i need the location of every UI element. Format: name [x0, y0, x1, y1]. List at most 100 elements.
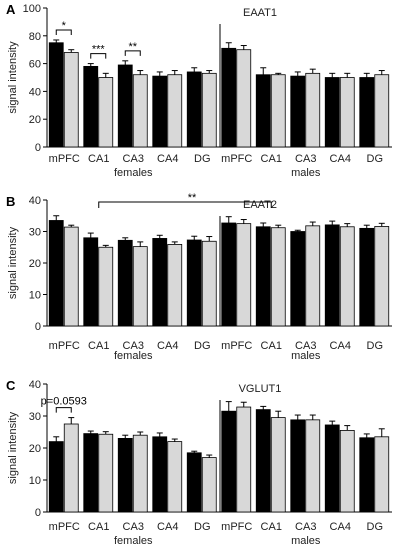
bar: [117, 437, 133, 513]
bar: [255, 409, 271, 513]
x-tick-label: CA3: [295, 340, 316, 352]
bar: [359, 227, 375, 327]
bar: [339, 77, 355, 148]
x-tick-label: mPFC: [221, 340, 252, 352]
x-tick-label: mPFC: [49, 153, 80, 165]
x-tick-label: CA3: [295, 153, 316, 165]
bar: [117, 64, 133, 148]
bar: [305, 225, 321, 327]
group-label: females: [114, 535, 153, 547]
bar: [339, 429, 355, 513]
x-tick-label: CA4: [157, 153, 178, 165]
bar: [255, 226, 271, 327]
chart-title: VGLUT1: [239, 383, 282, 395]
bar: [359, 77, 375, 148]
x-tick-label: mPFC: [221, 153, 252, 165]
bar: [167, 74, 183, 148]
bar: [236, 49, 252, 148]
bar: [270, 74, 286, 148]
bar: [221, 47, 237, 148]
x-tick-label: CA3: [123, 521, 144, 533]
group-label: males: [291, 167, 321, 179]
bar: [98, 246, 114, 327]
group-label: females: [114, 350, 153, 362]
bar: [374, 74, 390, 148]
x-tick-label: mPFC: [49, 521, 80, 533]
bar: [236, 406, 252, 513]
bar: [48, 441, 64, 513]
x-tick-label: DG: [367, 153, 384, 165]
y-tick-label: 80: [29, 31, 41, 43]
bar: [167, 244, 183, 327]
x-tick-label: CA4: [157, 340, 178, 352]
bar: [132, 434, 148, 513]
significance-bracket: [98, 201, 272, 208]
x-tick-label: CA3: [123, 153, 144, 165]
x-tick-label: CA1: [261, 521, 282, 533]
bar: [305, 419, 321, 513]
y-tick-label: 0: [35, 507, 41, 519]
bar: [98, 433, 114, 513]
bar: [270, 227, 286, 327]
y-tick-label: 10: [29, 290, 41, 302]
chart-title: EAAT1: [243, 7, 277, 19]
group-label: females: [114, 167, 153, 179]
bar: [48, 42, 64, 148]
x-tick-label: CA1: [261, 340, 282, 352]
y-axis-label: signal intensity: [7, 411, 19, 484]
y-tick-label: 30: [29, 227, 41, 239]
bar: [152, 436, 168, 513]
bar: [132, 246, 148, 327]
group-label: males: [291, 535, 321, 547]
bar: [255, 74, 271, 148]
panel-letter: C: [6, 378, 16, 393]
bar: [305, 72, 321, 148]
x-tick-label: CA1: [88, 340, 109, 352]
bar: [186, 71, 202, 148]
bar: [132, 74, 148, 148]
bar: [201, 72, 217, 148]
x-tick-label: CA4: [330, 521, 351, 533]
group-label: males: [291, 350, 321, 362]
x-tick-label: DG: [194, 153, 211, 165]
x-tick-label: CA1: [88, 153, 109, 165]
bar: [152, 75, 168, 148]
significance-bracket: [90, 53, 107, 59]
chart-title: EAAT2: [243, 199, 277, 211]
y-tick-label: 20: [29, 114, 41, 126]
bar: [324, 224, 340, 327]
bar: [63, 52, 79, 148]
x-tick-label: CA4: [330, 153, 351, 165]
bar: [290, 419, 306, 513]
bar: [83, 237, 99, 327]
x-tick-label: mPFC: [49, 340, 80, 352]
y-tick-label: 40: [29, 195, 41, 207]
bar: [221, 410, 237, 513]
bar: [290, 75, 306, 148]
bar: [290, 231, 306, 327]
bar: [48, 220, 64, 327]
significance-label: **: [188, 192, 197, 204]
bar: [201, 457, 217, 513]
significance-label: *: [62, 20, 67, 32]
y-tick-label: 0: [35, 142, 41, 154]
y-tick-label: 20: [29, 443, 41, 455]
bar: [186, 452, 202, 513]
significance-label: ***: [92, 44, 106, 56]
significance-label: **: [128, 41, 137, 53]
bar: [359, 437, 375, 513]
bar: [186, 239, 202, 327]
bar: [83, 433, 99, 513]
bar: [374, 436, 390, 513]
bar: [117, 239, 133, 327]
x-tick-label: CA1: [88, 521, 109, 533]
x-tick-label: DG: [194, 340, 211, 352]
x-tick-label: DG: [194, 521, 211, 533]
y-tick-label: 30: [29, 411, 41, 423]
x-tick-label: CA3: [295, 521, 316, 533]
bar: [324, 77, 340, 148]
bar: [374, 226, 390, 327]
